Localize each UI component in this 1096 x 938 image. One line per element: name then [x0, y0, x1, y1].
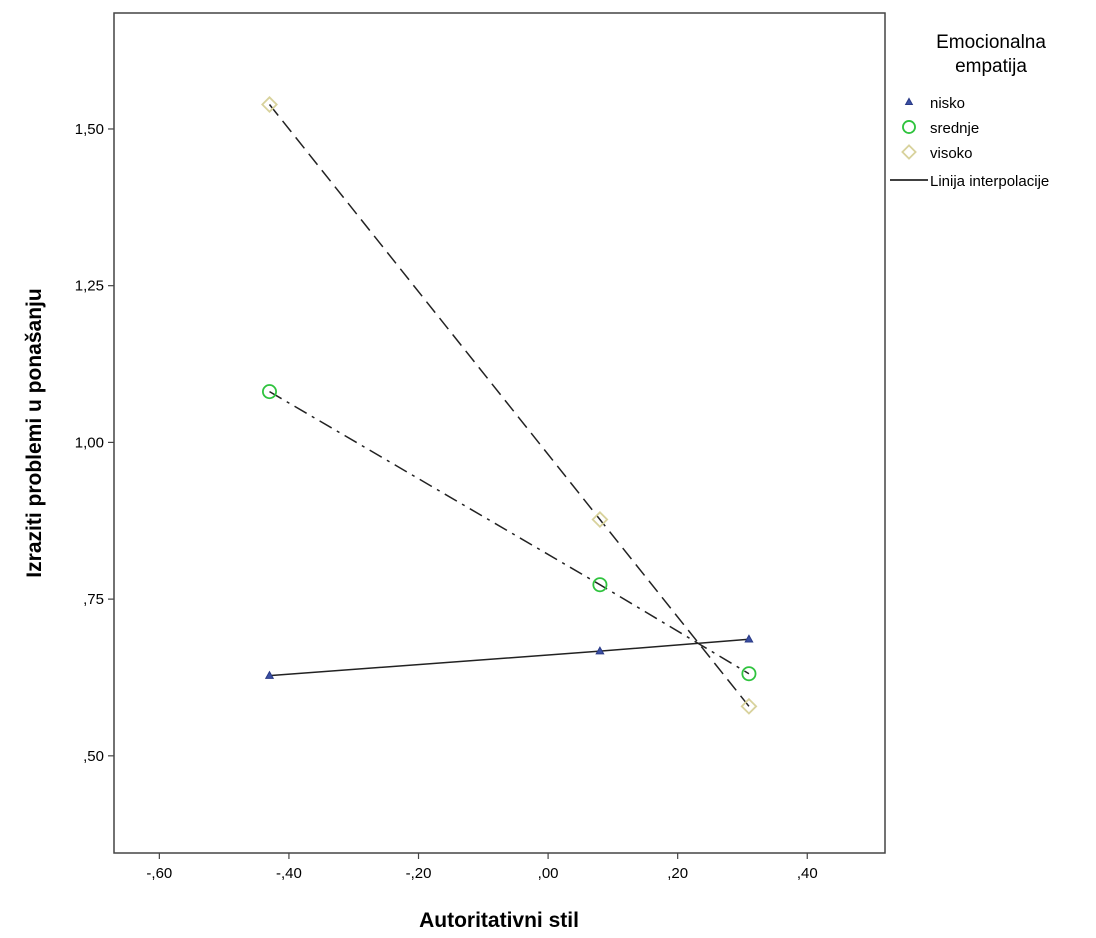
x-axis: -,60 -,40 -,20 ,00 ,20 ,40	[146, 853, 818, 882]
legend-label-srednje: srednje	[930, 120, 979, 137]
x-tick-label: ,00	[538, 865, 559, 882]
legend-items: nisko srednje visoko	[901, 95, 979, 162]
plot-area	[113, 12, 886, 854]
visoko-marker	[591, 511, 609, 528]
visoko-line	[268, 104, 750, 707]
legend-label-visoko: visoko	[930, 145, 973, 162]
visoko-marker	[261, 96, 278, 113]
legend-label-nisko: nisko	[930, 95, 965, 112]
y-axis: ,50 ,75 1,00 1,25 1,50	[75, 121, 114, 765]
y-tick-label: 1,25	[75, 278, 104, 295]
legend: Emocionalna empatija niskosrednjevisoko …	[890, 32, 1049, 190]
y-tick-label: ,50	[83, 748, 104, 765]
srednje-line	[269, 390, 750, 675]
markers-layer	[261, 96, 758, 715]
nisko-marker	[264, 670, 275, 679]
x-tick-label: -,20	[406, 865, 432, 882]
nisko-marker	[744, 634, 754, 643]
legend-title-line2: empatija	[955, 56, 1027, 77]
x-axis-title: Autoritativni stil	[419, 909, 579, 932]
nisko-marker	[595, 646, 605, 655]
legend-interpolation-label: Linija interpolacije	[930, 173, 1049, 190]
visoko-marker	[740, 697, 758, 715]
visoko-marker	[901, 144, 917, 160]
nisko-marker	[904, 97, 914, 105]
x-tick-label: -,40	[276, 865, 302, 882]
srednje-marker	[261, 384, 277, 400]
x-tick-label: ,20	[667, 865, 688, 882]
srednje-marker	[741, 666, 757, 682]
y-tick-label: 1,00	[75, 434, 104, 451]
srednje-marker	[592, 577, 608, 593]
srednje-marker	[902, 120, 916, 134]
y-axis-title: Izraziti problemi u ponašanju	[23, 288, 46, 577]
x-tick-label: ,40	[797, 865, 818, 882]
y-tick-label: ,75	[83, 591, 104, 608]
y-tick-label: 1,50	[75, 121, 104, 138]
x-tick-label: -,60	[146, 865, 172, 882]
legend-title-line1: Emocionalna	[936, 32, 1046, 53]
